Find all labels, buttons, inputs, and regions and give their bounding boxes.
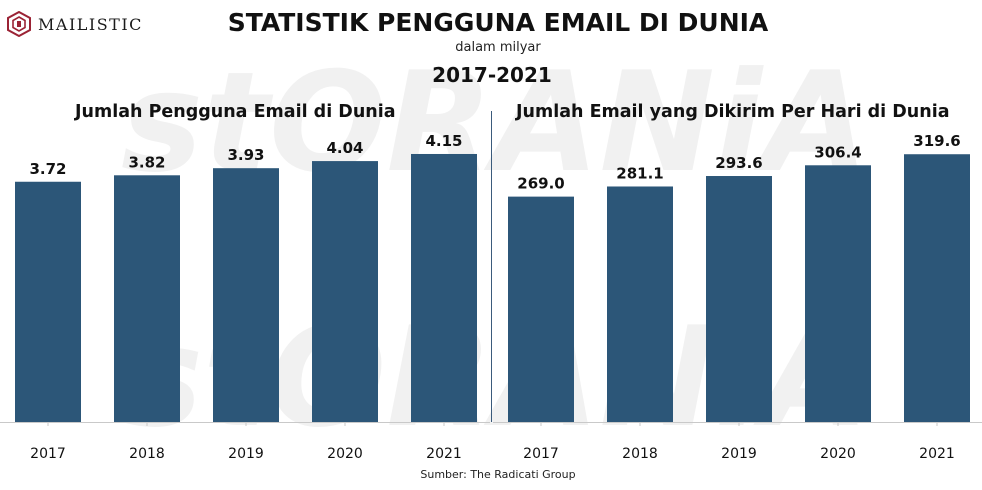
value-label-users-2018: 3.82 — [128, 153, 165, 171]
panel-title-emails: Jumlah Email yang Dikirim Per Hari di Du… — [516, 102, 950, 122]
x-tick-label-users-2020: 2020 — [327, 446, 363, 462]
panel-title-users: Jumlah Pengguna Email di Dunia — [75, 102, 396, 122]
bar-emails-2019 — [706, 176, 772, 422]
value-label-emails-2020: 306.4 — [814, 143, 861, 161]
x-tick-label-emails-2018: 2018 — [622, 446, 658, 462]
source-note: Sumber: The Radicati Group — [420, 468, 576, 481]
bar-users-2019 — [213, 168, 279, 422]
brand-logo: MAILISTIC — [6, 10, 143, 38]
value-label-users-2021: 4.15 — [425, 132, 462, 150]
bar-users-2020 — [312, 161, 378, 423]
bar-emails-2018 — [607, 186, 673, 422]
x-tick-label-emails-2017: 2017 — [523, 446, 559, 462]
mailistic-logo-icon — [7, 11, 31, 37]
value-label-users-2019: 3.93 — [227, 146, 264, 164]
chart-subtitle: dalam milyar — [455, 40, 541, 55]
value-label-emails-2018: 281.1 — [616, 164, 663, 182]
value-label-users-2017: 3.72 — [29, 160, 66, 178]
brand-name: MAILISTIC — [38, 14, 143, 34]
value-label-emails-2017: 269.0 — [517, 175, 564, 193]
x-tick-label-users-2019: 2019 — [228, 446, 264, 462]
value-label-users-2020: 4.04 — [326, 139, 363, 157]
bar-emails-2021 — [904, 154, 970, 422]
x-tick-label-users-2021: 2021 — [426, 446, 462, 462]
value-label-emails-2021: 319.6 — [913, 132, 960, 150]
chart-title: STATISTIK PENGGUNA EMAIL DI DUNIA — [227, 8, 769, 37]
value-label-emails-2019: 293.6 — [715, 154, 762, 172]
x-tick-label-emails-2019: 2019 — [721, 446, 757, 462]
bar-emails-2017 — [508, 196, 574, 422]
chart-years: 2017-2021 — [432, 63, 552, 87]
x-tick-label-emails-2020: 2020 — [820, 446, 856, 462]
x-tick-label-users-2017: 2017 — [30, 446, 66, 462]
x-tick-label-users-2018: 2018 — [129, 446, 165, 462]
bar-users-2018 — [114, 175, 180, 422]
bar-users-2017 — [15, 181, 81, 422]
bar-emails-2020 — [805, 165, 871, 422]
panel-divider — [491, 111, 492, 422]
x-tick-label-emails-2021: 2021 — [919, 446, 955, 462]
bar-users-2021 — [411, 153, 477, 422]
